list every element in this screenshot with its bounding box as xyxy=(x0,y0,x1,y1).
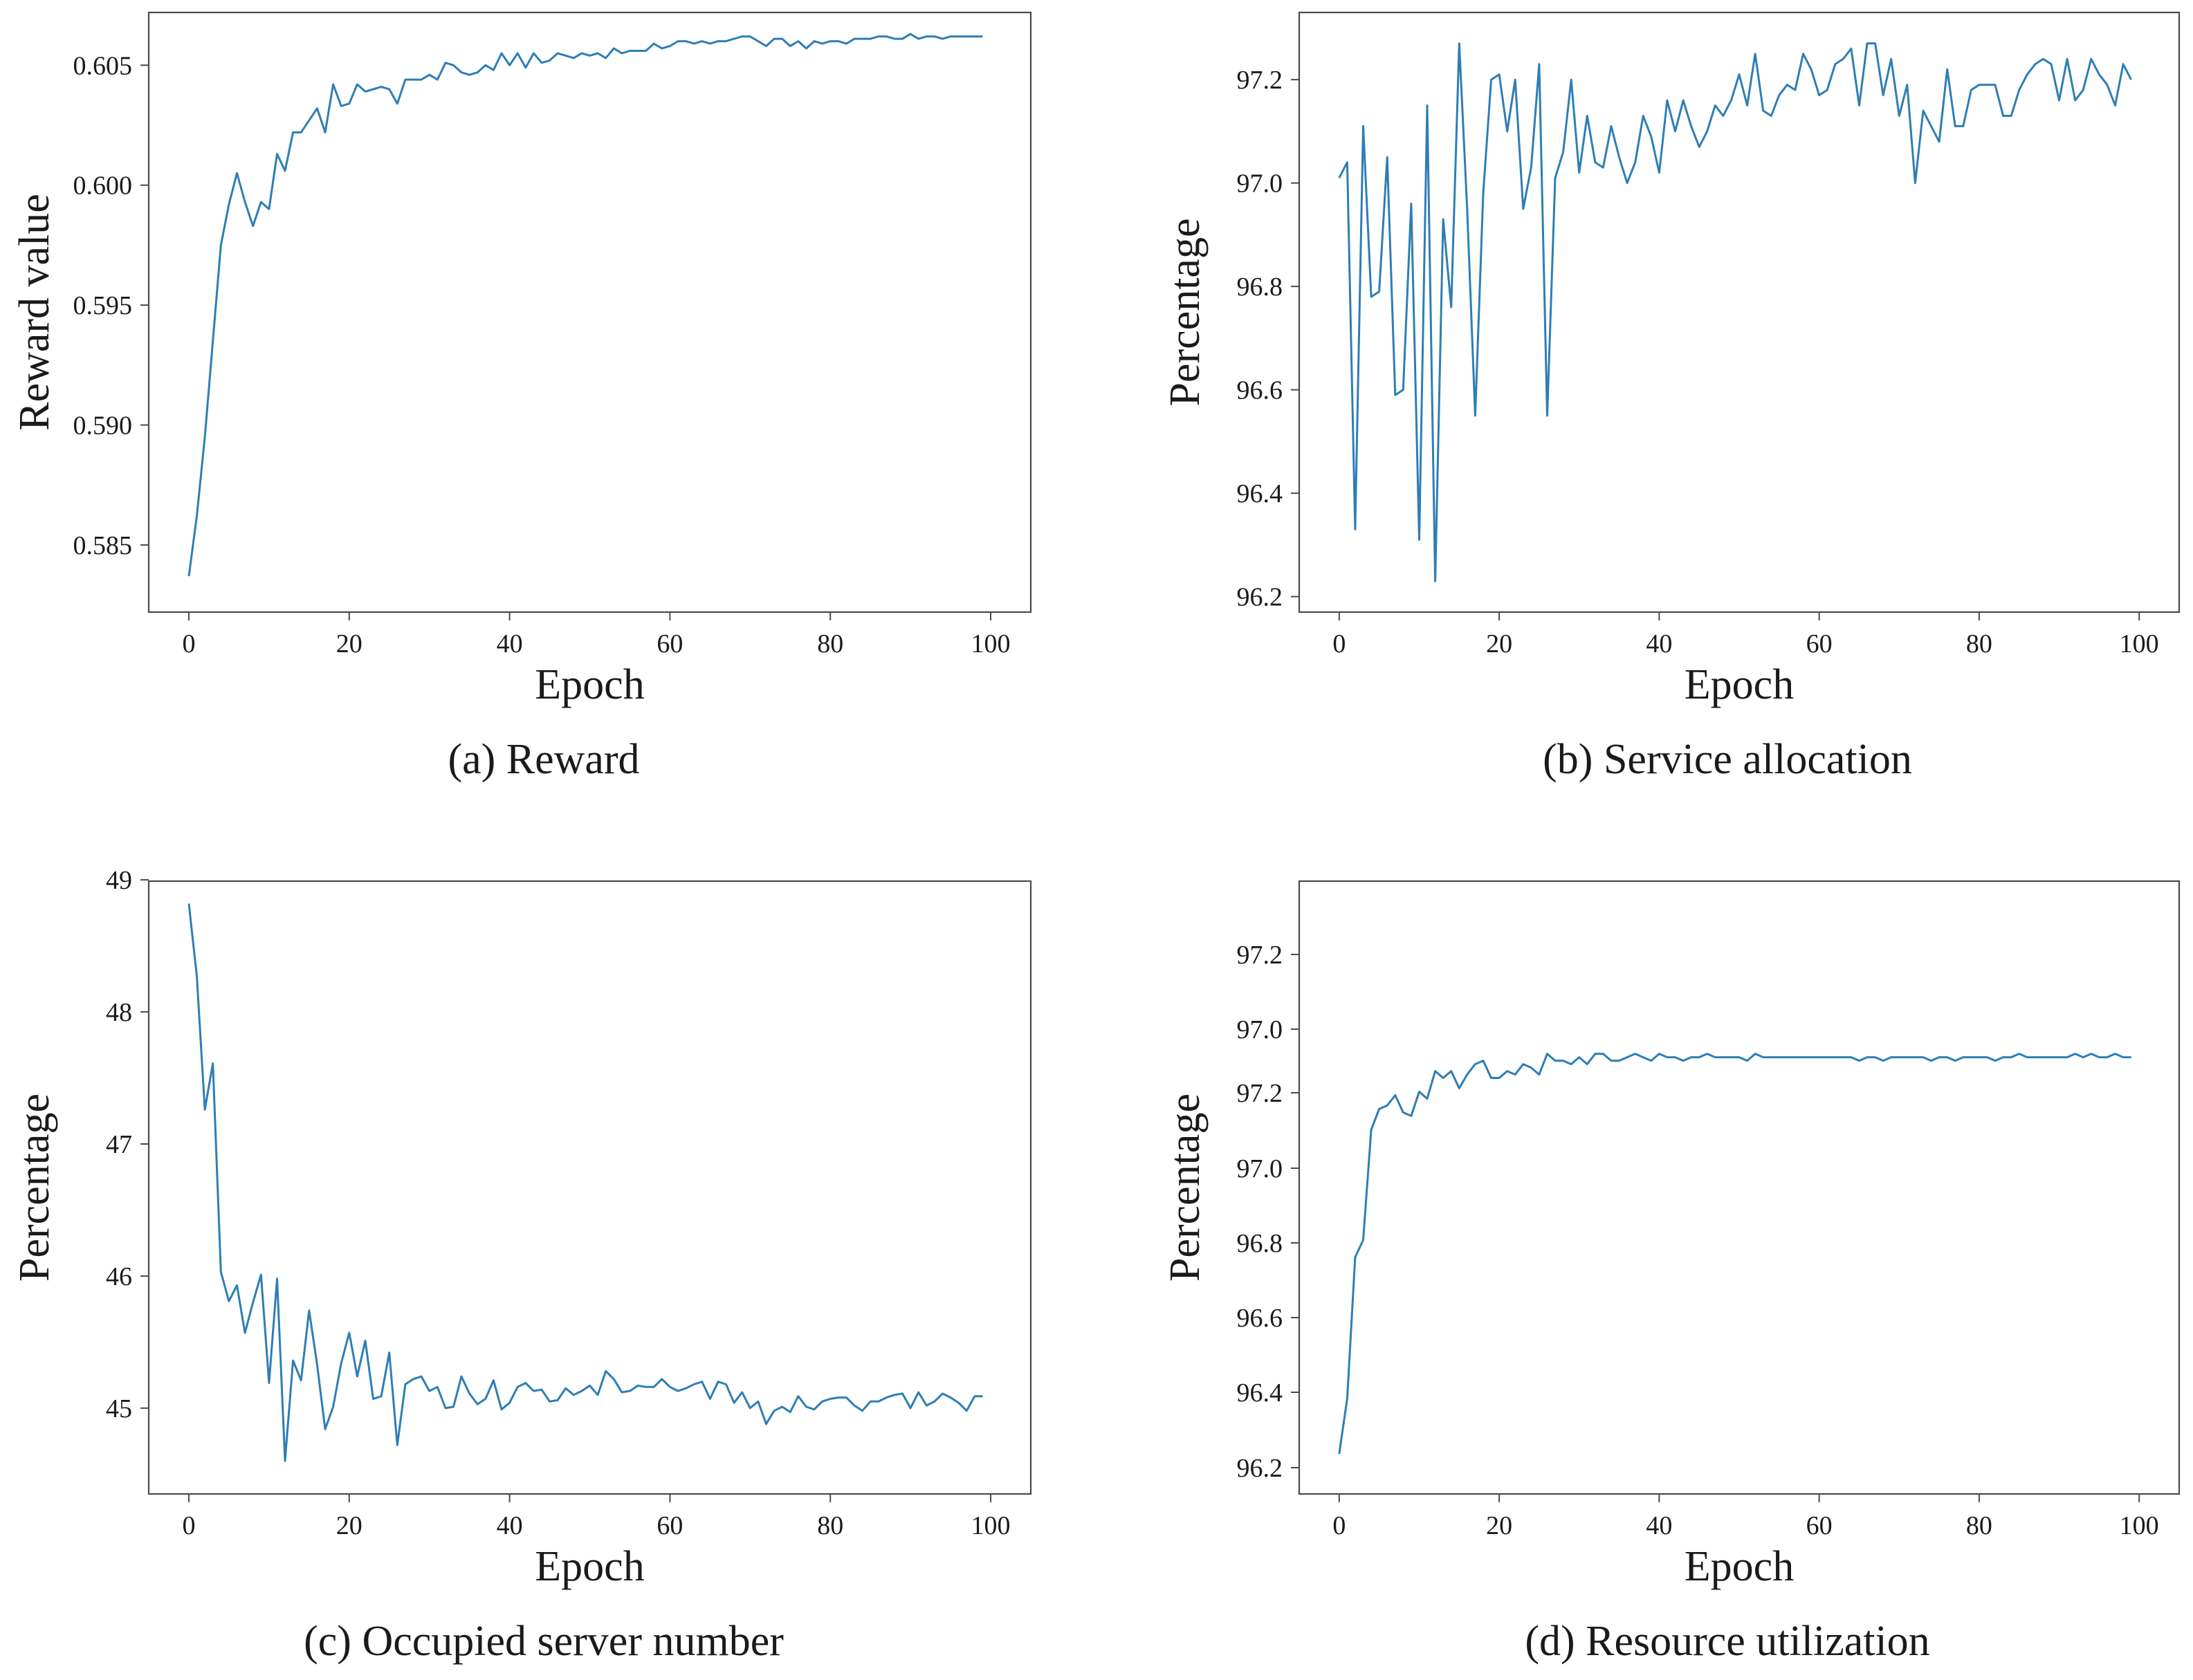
panel-caption: (c) Occupied server number xyxy=(304,1618,784,1665)
x-tick-label: 20 xyxy=(1486,1511,1512,1540)
y-tick-label: 97.0 xyxy=(1237,1154,1283,1183)
panel-caption: (a) Reward xyxy=(448,736,639,783)
y-axis-label: Reward value xyxy=(11,194,58,431)
x-tick-label: 80 xyxy=(1966,629,1992,658)
plot-frame xyxy=(147,880,1032,1495)
chart-panel-occupied-server-number: 0 20 40 60 80 100 45 46 47 48 49 Epoch Percentage (c)… xyxy=(11,866,1032,1665)
y-axis-label: Percentage xyxy=(1162,1093,1209,1282)
x-tick-label: 80 xyxy=(1966,1511,1992,1540)
y-tick-label: 97.0 xyxy=(1237,169,1283,199)
y-tick-label: 96.6 xyxy=(1237,376,1283,405)
y-tick-label: 47 xyxy=(106,1130,132,1159)
x-tick-label: 0 xyxy=(182,1511,195,1540)
x-tick-label: 20 xyxy=(336,629,363,658)
y-tick-label: 97.2 xyxy=(1237,1079,1283,1108)
x-tick-label: 60 xyxy=(657,1511,683,1540)
x-tick-label: 0 xyxy=(182,629,195,658)
y-tick-label: 96.4 xyxy=(1237,1378,1283,1407)
y-tick-label: 96.8 xyxy=(1237,1229,1283,1258)
y-tick-label: 49 xyxy=(106,866,132,895)
y-tick-label: 0.600 xyxy=(73,172,133,201)
y-tick-label: 46 xyxy=(106,1262,132,1291)
x-tick-label: 60 xyxy=(1806,629,1833,658)
x-tick-label: 0 xyxy=(1332,629,1346,658)
x-tick-label: 80 xyxy=(817,629,843,658)
x-axis-label: Epoch xyxy=(535,661,644,708)
x-tick-label: 20 xyxy=(336,1511,363,1540)
y-tick-label: 97.2 xyxy=(1237,66,1283,95)
y-tick-label: 96.6 xyxy=(1237,1304,1283,1333)
y-axis-label: Percentage xyxy=(11,1093,58,1282)
plot-frame xyxy=(147,11,1032,613)
y-tick-label: 48 xyxy=(106,998,132,1027)
plot-frame xyxy=(1298,11,2181,613)
chart-panel-resource-utilization: 0 20 40 60 80 100 96.2 96.4 96.6 96.8 97.0 97.2 97.0… xyxy=(1162,880,2181,1665)
y-tick-label: 97.2 xyxy=(1237,941,1283,970)
x-axis-label: Epoch xyxy=(1685,1543,1794,1590)
x-axis-label: Epoch xyxy=(535,1543,644,1590)
chart-panel-reward: 0 20 40 60 80 100 0.585 0.590 0.595 0.600 0.605 Epo… xyxy=(11,11,1032,783)
y-tick-label: 96.2 xyxy=(1237,1454,1283,1483)
y-tick-label: 45 xyxy=(106,1394,132,1423)
x-tick-label: 0 xyxy=(1332,1511,1346,1540)
y-tick-label: 96.2 xyxy=(1237,583,1283,612)
y-tick-label: 96.8 xyxy=(1237,273,1283,302)
x-tick-label: 60 xyxy=(1806,1511,1833,1540)
y-tick-label: 0.595 xyxy=(73,291,133,320)
x-tick-label: 100 xyxy=(971,1511,1011,1540)
x-tick-label: 40 xyxy=(497,1511,523,1540)
x-tick-label: 40 xyxy=(1646,1511,1672,1540)
panel-caption: (d) Resource utilization xyxy=(1525,1618,1929,1665)
y-tick-label: 96.4 xyxy=(1237,479,1283,508)
y-tick-label: 0.590 xyxy=(73,411,133,440)
series-line xyxy=(187,33,983,577)
x-tick-label: 40 xyxy=(497,629,523,658)
x-tick-label: 100 xyxy=(2120,1511,2159,1540)
x-tick-label: 100 xyxy=(2120,629,2159,658)
y-tick-label: 97.0 xyxy=(1237,1015,1283,1044)
x-tick-label: 60 xyxy=(657,629,683,658)
x-axis-label: Epoch xyxy=(1685,661,1794,708)
panel-caption: (b) Service allocation xyxy=(1543,736,1912,783)
y-tick-label: 0.585 xyxy=(73,531,133,560)
x-tick-label: 100 xyxy=(971,629,1011,658)
series-line xyxy=(187,903,983,1462)
series-line xyxy=(1338,42,2132,582)
x-tick-label: 20 xyxy=(1486,629,1512,658)
y-tick-label: 0.605 xyxy=(73,51,133,80)
chart-panel-service-allocation: 0 20 40 60 80 100 96.2 96.4 96.6 96.8 97.0 97.2 Epoc… xyxy=(1162,11,2181,783)
x-tick-label: 80 xyxy=(817,1511,843,1540)
plot-frame xyxy=(1298,880,2181,1495)
y-axis-label: Percentage xyxy=(1162,219,1209,407)
series-line xyxy=(1338,1053,2131,1455)
x-tick-label: 40 xyxy=(1646,629,1672,658)
